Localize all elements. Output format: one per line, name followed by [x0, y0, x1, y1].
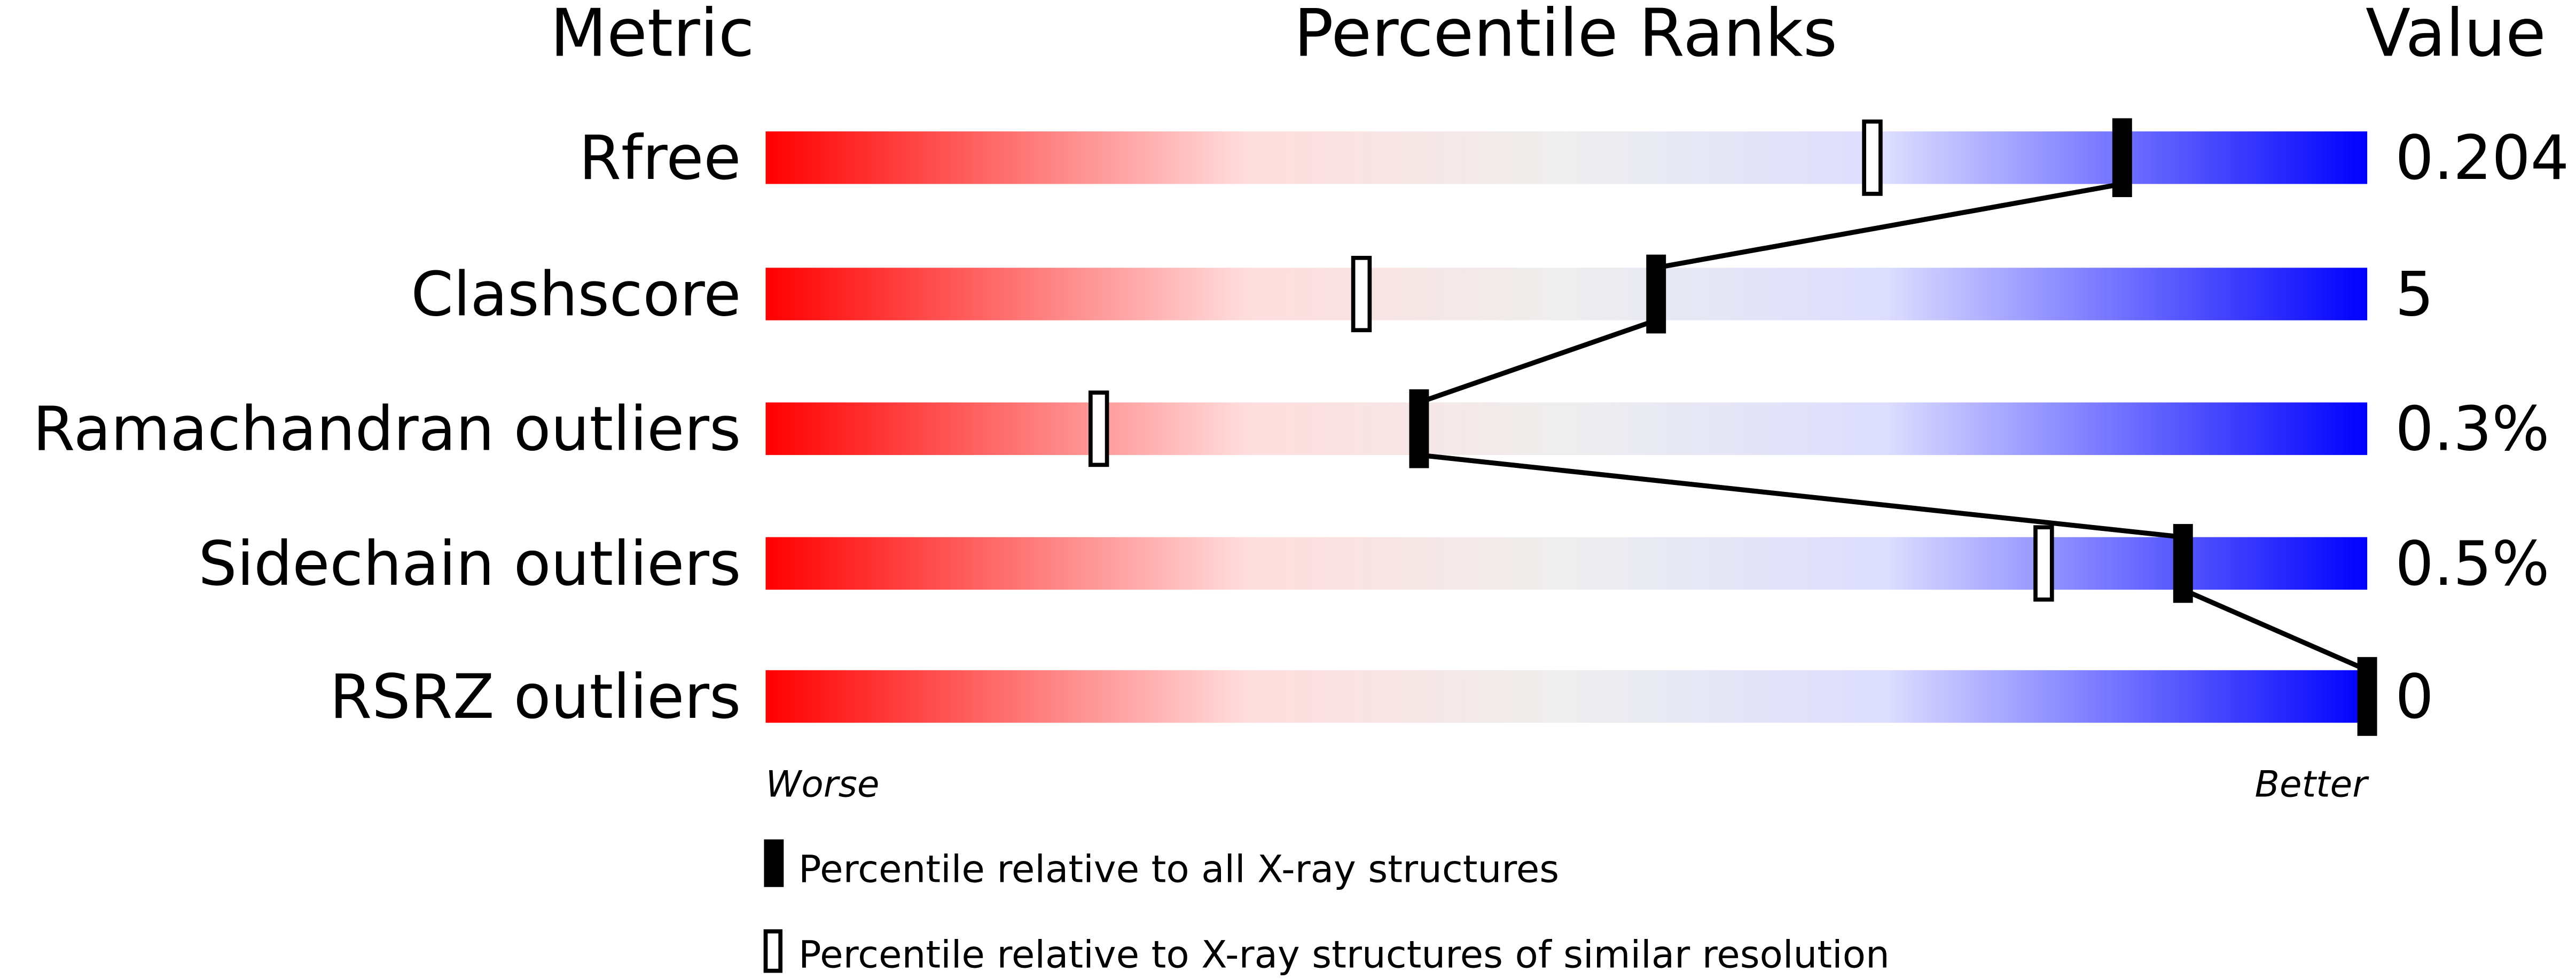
legend-label-similar: Percentile relative to X-ray structures …	[798, 932, 1890, 976]
legend-label-all: Percentile relative to all X-ray structu…	[798, 847, 1559, 891]
metric-value: 0.3%	[2395, 394, 2549, 465]
legend-filled-marker	[764, 839, 784, 887]
marker-all-structures	[2357, 657, 2377, 736]
percentile-bar	[765, 402, 2368, 455]
percentile-bar	[765, 670, 2368, 723]
legend-open-marker	[763, 929, 783, 973]
metric-value: 0	[2395, 661, 2433, 732]
metric-value: 0.5%	[2395, 528, 2549, 599]
header-metric: Metric	[550, 0, 754, 72]
percentile-bar	[765, 537, 2368, 590]
marker-similar-resolution	[1862, 119, 1883, 196]
marker-all-structures	[2173, 524, 2193, 603]
percentile-bar	[765, 268, 2368, 320]
marker-similar-resolution	[1088, 390, 1109, 467]
metric-label: Rfree	[579, 122, 741, 193]
metric-label: Sidechain outliers	[198, 528, 741, 599]
percentile-bar	[765, 131, 2368, 184]
metric-label: Clashscore	[411, 259, 741, 330]
metric-value: 0.204	[2395, 122, 2569, 193]
marker-all-structures	[2112, 118, 2132, 198]
metric-label: Ramachandran outliers	[33, 394, 741, 465]
axis-label-worse: Worse	[765, 763, 879, 805]
marker-all-structures	[1646, 254, 1666, 334]
metric-value: 5	[2395, 259, 2433, 330]
header-percentile-ranks: Percentile Ranks	[1294, 0, 1837, 72]
axis-label-better: Better	[2255, 763, 2370, 805]
marker-all-structures	[1409, 389, 1429, 468]
metric-label: RSRZ outliers	[330, 661, 741, 732]
header-value: Value	[2366, 0, 2546, 72]
marker-similar-resolution	[1351, 256, 1372, 333]
marker-similar-resolution	[2033, 525, 2054, 602]
